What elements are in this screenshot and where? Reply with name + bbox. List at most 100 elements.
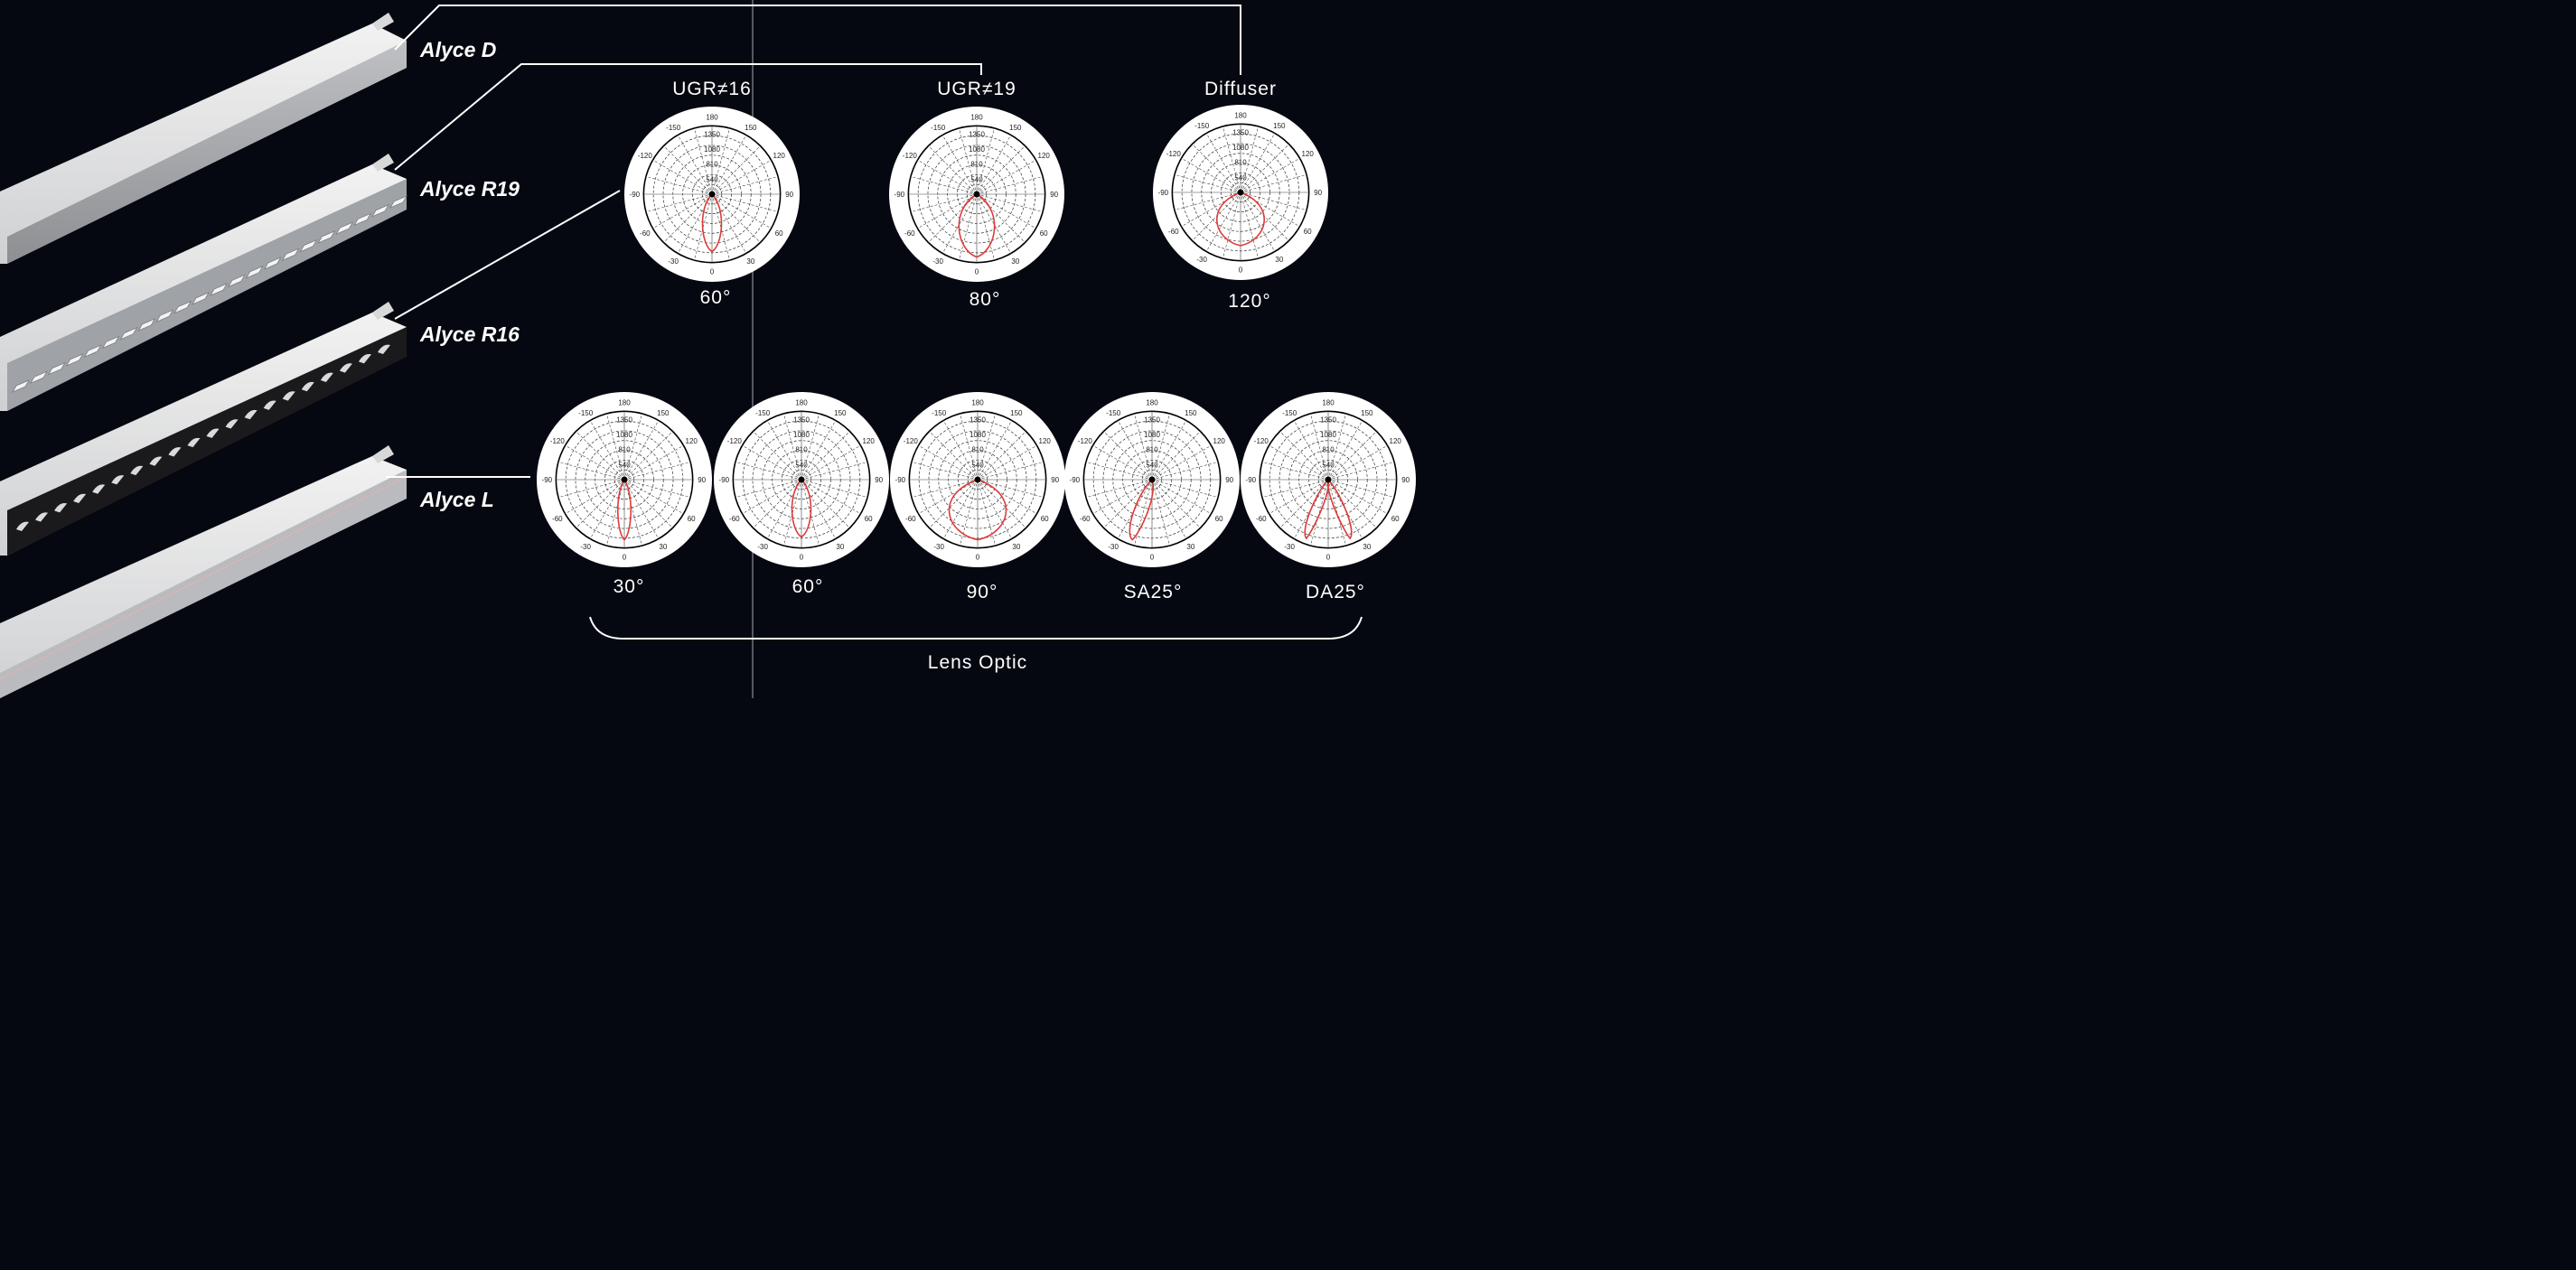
center-dot xyxy=(1148,476,1156,483)
grid-spoke xyxy=(977,479,1037,515)
lens-cell xyxy=(35,512,49,522)
center-dot xyxy=(974,476,981,483)
header-diffuser: Diffuser xyxy=(1204,79,1277,99)
louver-cell xyxy=(137,318,156,332)
grid-spoke xyxy=(1279,479,1329,528)
radial-tick-label: 540 xyxy=(795,461,808,469)
angle-tick-label: 180 xyxy=(971,398,984,406)
grid-spoke xyxy=(1327,479,1395,498)
angle-tick-label: -60 xyxy=(729,515,740,523)
angle-tick-label: 90 xyxy=(1314,189,1322,197)
intensity-curve xyxy=(948,479,1007,541)
louver-cell xyxy=(47,361,66,376)
radial-tick-label: 1350 xyxy=(793,416,810,424)
louver-cell xyxy=(210,283,228,296)
grid-spoke xyxy=(910,193,978,212)
angle-tick-label: -120 xyxy=(1166,150,1182,158)
lens-cell xyxy=(168,447,182,457)
grid-spoke xyxy=(801,479,861,515)
grid-spoke xyxy=(1293,420,1329,481)
angle-tick-label: -30 xyxy=(932,257,943,266)
angle-tick-label: -60 xyxy=(904,229,915,238)
grid-spoke xyxy=(1269,444,1329,481)
louver-cell xyxy=(155,309,174,323)
angle-tick-label: -150 xyxy=(931,124,946,132)
louver-cell xyxy=(83,344,102,358)
grid-spoke xyxy=(959,127,978,195)
lens-cell xyxy=(187,437,201,448)
connector-r19-to-ugr19 xyxy=(394,63,982,171)
lens-cell xyxy=(225,419,239,429)
center-dot xyxy=(1237,189,1244,196)
grid-spoke xyxy=(960,479,979,546)
product-bar-alyce-r16 xyxy=(0,302,407,556)
lens-cell xyxy=(111,475,125,485)
grid-spoke xyxy=(1240,133,1276,193)
grid-spoke xyxy=(1327,413,1346,481)
angle-tick-label: 60 xyxy=(865,515,873,523)
angle-tick-label: 0 xyxy=(1326,554,1331,562)
connector-lines xyxy=(386,5,1241,478)
product-label-alyce-r16: Alyce R16 xyxy=(419,322,520,346)
grid-spoke xyxy=(1222,191,1241,259)
product-label-alyce-l: Alyce L xyxy=(419,488,494,511)
lens-cell xyxy=(378,344,390,354)
lens-cell xyxy=(358,353,371,364)
louver-cell xyxy=(281,247,300,262)
polar-chart-sa25: 180 -150 150 -120 120 -90 90 -60 60 -30 30 0 1350 108… xyxy=(1064,392,1240,567)
grid-spoke xyxy=(1151,413,1170,481)
grid-spoke xyxy=(976,145,1026,195)
polar-chart-lens90: 180 -150 150 -120 120 -90 90 -60 60 -30 30 0 1350 108… xyxy=(890,392,1065,567)
angle-tick-label: -30 xyxy=(757,543,768,551)
lens-cell xyxy=(282,391,295,401)
grid-spoke xyxy=(801,431,850,481)
grid-spoke xyxy=(1261,462,1329,481)
grid-spoke xyxy=(977,462,1044,481)
grid-spoke xyxy=(976,159,1036,195)
angle-tick-label: -150 xyxy=(932,409,947,417)
intensity-curve xyxy=(701,192,723,253)
lens-cell xyxy=(263,400,276,410)
header-ugr16: UGR≠16 xyxy=(672,79,752,99)
grid-spoke xyxy=(783,413,802,481)
grid-spoke xyxy=(929,479,979,528)
product-optics-diagram: Alyce D Alyce R19 Alyce R16 Alyce L UGR≠… xyxy=(0,0,1416,698)
angle-tick-label: 60 xyxy=(1391,515,1400,523)
lens-cell xyxy=(339,363,352,373)
angle-tick-label: 90 xyxy=(1401,476,1410,484)
grid-spoke xyxy=(977,479,1026,528)
radial-tick-label: 1350 xyxy=(1144,416,1160,424)
product-bar-alyce-l xyxy=(0,445,407,698)
grid-spoke xyxy=(576,479,625,528)
intensity-curve xyxy=(1304,478,1329,540)
grid-spoke xyxy=(711,193,779,212)
beam-label-lens90: 90° xyxy=(967,582,998,602)
polar-chart-ugr16: 180 -150 150 -120 120 -90 90 -60 60 -30 30 0 1350 108… xyxy=(624,107,800,282)
angle-tick-label: 0 xyxy=(710,268,715,276)
angle-tick-label: 150 xyxy=(1010,409,1023,417)
grid-spoke xyxy=(623,479,684,515)
angle-tick-label: 90 xyxy=(698,476,706,484)
grid-spoke xyxy=(623,479,673,528)
grid-spoke xyxy=(742,444,802,481)
grid-spoke xyxy=(917,193,978,229)
grid-spoke xyxy=(623,431,673,481)
center-dot xyxy=(973,191,980,198)
beam-label-da25: DA25° xyxy=(1306,582,1365,602)
grid-spoke xyxy=(735,479,802,498)
angle-tick-label: 150 xyxy=(1361,409,1373,417)
grid-spoke xyxy=(1327,431,1377,481)
angle-tick-label: 120 xyxy=(773,152,786,160)
louver-cell xyxy=(263,257,282,270)
angle-tick-label: 180 xyxy=(706,113,718,121)
louver-cell xyxy=(353,212,372,227)
grid-spoke xyxy=(976,176,1044,195)
polar-charts: 180 -150 150 -120 120 -90 90 -60 60 -30 30 0 1350 108… xyxy=(537,105,1416,567)
louver-cell xyxy=(371,203,390,218)
radial-tick-label: 1080 xyxy=(704,145,720,154)
product-label-alyce-r19: Alyce R19 xyxy=(419,177,520,201)
grid-spoke xyxy=(1240,191,1276,252)
angle-tick-label: -60 xyxy=(640,229,651,238)
radial-tick-label: 810 xyxy=(970,161,983,169)
grid-spoke xyxy=(652,159,713,195)
